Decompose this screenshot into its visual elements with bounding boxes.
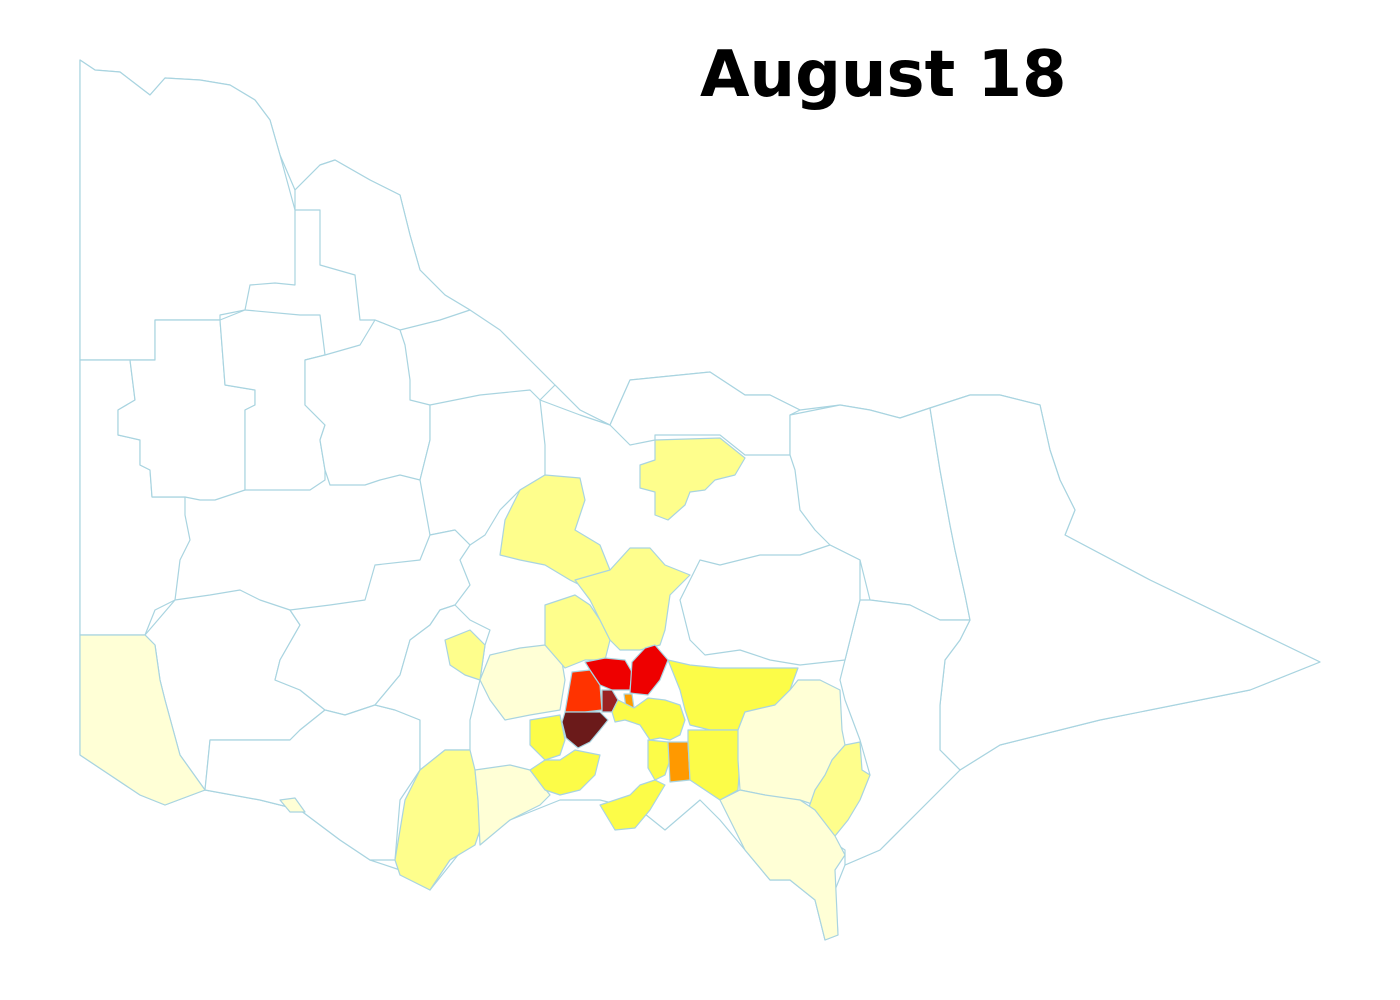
region-golden-plains bbox=[444, 629, 486, 681]
region-benalla bbox=[639, 437, 746, 521]
region-moorabool-south bbox=[479, 644, 566, 721]
region-glenelg bbox=[79, 634, 206, 806]
region-surf-coast bbox=[474, 764, 551, 846]
map-title: August 18 bbox=[700, 38, 1067, 112]
region-north-east-1 bbox=[539, 371, 801, 456]
region-wyndham-west bbox=[529, 714, 566, 761]
region-north-central bbox=[294, 159, 471, 331]
region-gippsland bbox=[829, 599, 971, 866]
region-wyndham bbox=[561, 711, 609, 749]
region-latrobe bbox=[807, 741, 871, 837]
region-whittlesea bbox=[629, 644, 669, 696]
region-macedon bbox=[544, 594, 611, 669]
region-moyne-coast bbox=[279, 797, 306, 813]
region-west-3 bbox=[219, 309, 326, 491]
region-central-2 bbox=[419, 389, 546, 546]
region-casey bbox=[667, 741, 691, 783]
region-mornington bbox=[599, 779, 666, 831]
region-greater-geelong bbox=[529, 749, 601, 796]
region-inner-melbourne bbox=[611, 697, 686, 741]
region-central-east bbox=[679, 544, 861, 666]
region-central-1 bbox=[304, 319, 431, 486]
region-mitchell bbox=[574, 547, 691, 651]
region-south-gippsland bbox=[719, 789, 846, 941]
region-east-gippsland bbox=[929, 394, 1321, 771]
